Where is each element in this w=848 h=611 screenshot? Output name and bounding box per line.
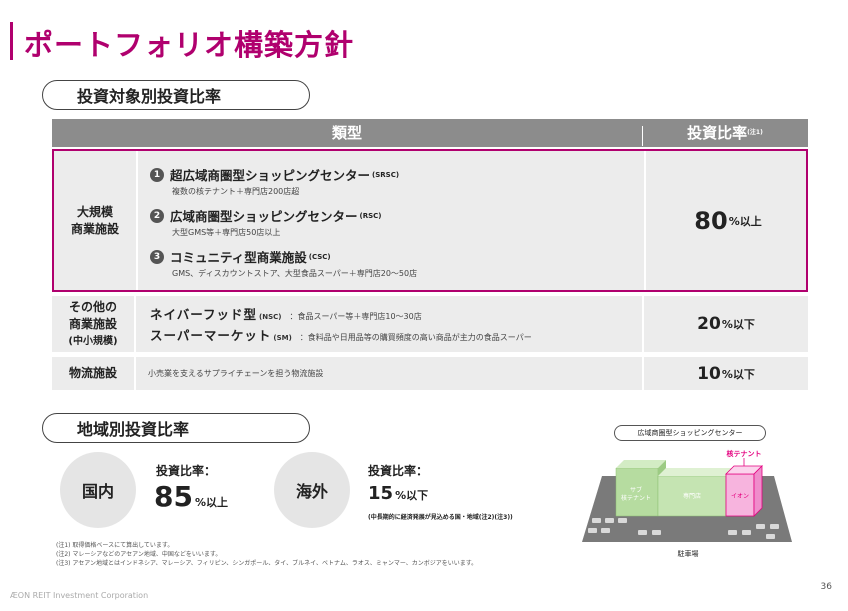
page-title: ポートフォリオ構築方針 (24, 28, 355, 62)
domestic-circle: 国内 (60, 452, 136, 528)
domestic-ratio-value: 85 %以上 (154, 480, 228, 513)
section-heading-investment-target: 投資対象別投資比率 (42, 80, 310, 110)
item-nsc: ネイバーフッド型 (NSC) ：食品スーパー等＋専門店10～30店 (150, 307, 422, 322)
sub-tenant-label-1: サブ (630, 486, 642, 494)
overseas-circle: 海外 (274, 452, 350, 528)
item-csc: 3 コミュニティ型商業施設 (CSC) (150, 247, 331, 266)
category-logistics: 物流施設 (68, 366, 117, 380)
footer-brand: ÆON REIT Investment Corporation (10, 591, 149, 600)
ratio-large-scale: 80 %以上 (694, 206, 762, 235)
page-number: 36 (820, 582, 832, 592)
logistics-desc: 小売業を支えるサプライチェーンを担う物流施設 (148, 369, 324, 378)
aeon-label: イオン (731, 493, 749, 500)
item-srsc: 1 超広域商圏型ショッピングセンター (SRSC) (150, 165, 399, 184)
header-divider (642, 126, 643, 146)
header-ratio-note: (注1) (747, 129, 763, 136)
domestic-ratio-label: 投資比率： (156, 464, 217, 478)
ratio-logistics: 10 %以下 (697, 363, 755, 384)
category-large-scale: 大規模 商業施設 (70, 204, 119, 236)
illustration-title: 広域商圏型ショッピングセンター (614, 425, 766, 441)
shopping-center-illustration: サブ 核テナント 専門店 イオン 核テナント 駐車場 (582, 449, 792, 558)
section-heading-region: 地域別投資比率 (42, 413, 310, 443)
item-rsc-desc: 大型GMS等＋専門店50店以上 (172, 228, 281, 237)
sub-tenant-label-2: 核テナント (621, 494, 651, 502)
specialty-label: 専門店 (683, 492, 701, 500)
ratio-other: 20 %以下 (697, 314, 755, 334)
table-row-other: その他の 商業施設 (中小規模) ネイバーフッド型 (NSC) ：食品スーパー等… (52, 296, 808, 352)
item-rsc: 2 広域商圏型ショッピングセンター (RSC) (150, 206, 381, 225)
table-header: 類型 投資比率(注1) (52, 119, 808, 147)
table-row-logistics: 物流施設 小売業を支えるサプライチェーンを担う物流施設 10 %以下 (52, 357, 808, 390)
item-srsc-desc: 複数の核テナント＋専門店200店超 (172, 187, 300, 196)
core-tenant-label: 核テナント (727, 449, 762, 458)
title-accent-bar (10, 22, 13, 60)
overseas-ratio-value: 15 %以下 (368, 483, 429, 504)
item-csc-desc: GMS、ディスカウントストア、大型食品スーパー＋専門店20～50店 (172, 269, 418, 278)
footnote-2: (注2) マレーシアなどのアセアン地域、中国などをいいます。 (56, 551, 222, 558)
header-type: 類型 (331, 124, 362, 142)
header-ratio: 投資比率(注1) (687, 124, 763, 142)
footnote-1: (注1) 取得価格ベースにて算出しています。 (56, 542, 174, 549)
parked-cars (588, 518, 779, 539)
footnotes: (注1) 取得価格ベースにて算出しています。 (注2) マレーシアなどのアセアン… (56, 541, 477, 568)
category-other: その他の 商業施設 (中小規模) (68, 299, 118, 347)
overseas-note: (中長期的に経済発展が見込める国・地域(注2)(注3)) (368, 514, 513, 521)
parking-label: 駐車場 (678, 549, 699, 558)
table-row-large-scale: 大規模 商業施設 1 超広域商圏型ショッピングセンター (SRSC) 複数の核テ… (52, 149, 808, 292)
overseas-ratio-label: 投資比率： (368, 464, 429, 478)
footnote-3: (注3) アセアン地域とはインドネシア、マレーシア、フィリピン、シンガポール、タ… (56, 560, 478, 567)
item-sm: スーパーマーケット (SM) ：食料品や日用品等の購買頻度の高い商品が主力の食品… (150, 328, 532, 343)
